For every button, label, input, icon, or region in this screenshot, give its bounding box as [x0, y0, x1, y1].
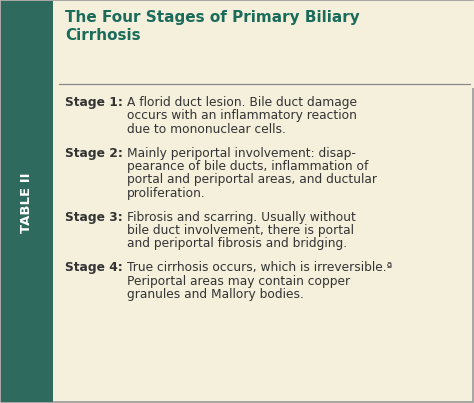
Text: Stage 2:: Stage 2: — [65, 147, 123, 160]
Text: due to mononuclear cells.: due to mononuclear cells. — [127, 123, 286, 136]
Text: and periportal fibrosis and bridging.: and periportal fibrosis and bridging. — [127, 237, 347, 251]
Text: True cirrhosis occurs, which is irreversible.ª: True cirrhosis occurs, which is irrevers… — [127, 261, 392, 274]
Text: Stage 3:: Stage 3: — [65, 210, 123, 224]
Text: granules and Mallory bodies.: granules and Mallory bodies. — [127, 288, 304, 301]
Text: Stage 1:: Stage 1: — [65, 96, 123, 109]
Text: Stage 4:: Stage 4: — [65, 261, 123, 274]
Text: occurs with an inflammatory reaction: occurs with an inflammatory reaction — [127, 110, 357, 123]
Text: TABLE II: TABLE II — [20, 173, 34, 233]
Text: portal and periportal areas, and ductular: portal and periportal areas, and ductula… — [127, 174, 377, 187]
Text: Cirrhosis: Cirrhosis — [65, 28, 141, 43]
Bar — [1, 1, 53, 402]
Text: The Four Stages of Primary Biliary: The Four Stages of Primary Biliary — [65, 10, 360, 25]
Text: A florid duct lesion. Bile duct damage: A florid duct lesion. Bile duct damage — [127, 96, 357, 109]
Text: proliferation.: proliferation. — [127, 187, 206, 200]
Text: bile duct involvement, there is portal: bile duct involvement, there is portal — [127, 224, 354, 237]
Text: Mainly periportal involvement: disap-: Mainly periportal involvement: disap- — [127, 147, 356, 160]
Text: Fibrosis and scarring. Usually without: Fibrosis and scarring. Usually without — [127, 210, 356, 224]
Bar — [53, 1, 474, 88]
Text: Periportal areas may contain copper: Periportal areas may contain copper — [127, 274, 350, 287]
Text: pearance of bile ducts, inflammation of: pearance of bile ducts, inflammation of — [127, 160, 368, 173]
